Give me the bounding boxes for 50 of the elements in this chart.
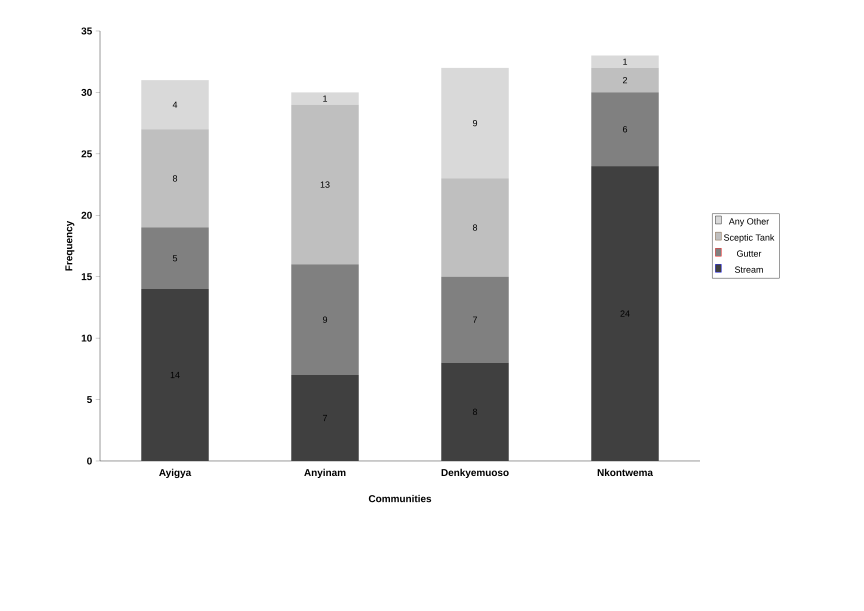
y-tick-label: 5 — [87, 396, 92, 404]
legend-label: Stream — [734, 266, 763, 273]
bar — [441, 276, 509, 363]
y-tick-label: 35 — [81, 27, 92, 35]
bar — [141, 129, 209, 228]
x-tick-label: Denkyemuoso — [442, 468, 509, 478]
bar — [291, 374, 359, 461]
x-tick-label: Ayigya — [159, 468, 192, 478]
data-label: 13 — [320, 181, 330, 188]
bar — [291, 104, 359, 264]
bar — [291, 92, 359, 105]
bar — [591, 68, 659, 92]
legend-label: Sceptic Tank — [724, 234, 774, 242]
data-label: 8 — [472, 408, 478, 416]
bar — [141, 228, 209, 289]
data-label: 1 — [323, 95, 328, 102]
legend-label: Gutter — [736, 250, 762, 257]
y-tick-label: 30 — [81, 88, 92, 96]
y-tick-label: 15 — [82, 273, 92, 280]
y-axis-title: Frequency — [65, 220, 74, 271]
x-tick-label: Nkontwema — [598, 468, 654, 476]
data-label: 14 — [170, 372, 180, 378]
data-label: 7 — [322, 414, 328, 422]
bar — [591, 56, 659, 68]
data-label: 5 — [172, 255, 178, 262]
data-label: 2 — [622, 76, 628, 84]
bar — [141, 80, 209, 130]
x-tick-label: Anyinam — [304, 468, 346, 478]
bar — [141, 288, 209, 461]
data-label: 8 — [172, 175, 178, 182]
x-axis-title: Communities — [368, 494, 432, 502]
data-label: 4 — [172, 102, 178, 108]
y-tick-label: 10 — [82, 334, 92, 342]
bar — [441, 178, 509, 277]
data-label: 9 — [472, 120, 478, 126]
data-label: 6 — [622, 126, 628, 132]
data-label: 8 — [472, 224, 478, 231]
data-label: 1 — [623, 58, 628, 65]
legend-label: Any Other — [728, 218, 770, 226]
bar — [591, 92, 659, 166]
data-label: 9 — [322, 316, 328, 323]
bar — [591, 166, 659, 461]
y-tick-label: 25 — [82, 150, 92, 158]
data-label: 7 — [472, 316, 478, 323]
y-tick-label: 20 — [82, 212, 92, 219]
bar — [441, 362, 509, 461]
y-tick-label: 0 — [87, 457, 92, 465]
data-label: 24 — [620, 310, 630, 317]
bar — [291, 264, 359, 375]
bar — [441, 68, 509, 178]
